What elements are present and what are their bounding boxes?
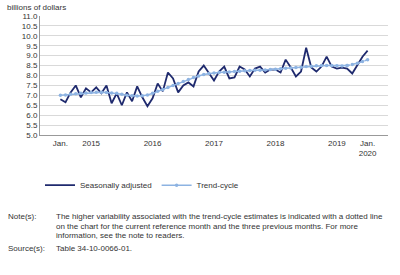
svg-text:5.0: 5.0 [26,131,38,140]
svg-text:2017: 2017 [205,139,223,148]
html-text:Source(s):: Source(s): [8,243,45,253]
svg-text:10.0: 10.0 [22,32,38,41]
svg-text:2016: 2016 [144,139,162,148]
svg-text:7.0: 7.0 [26,91,38,100]
html-text:The higher variability associa: The higher variability associated with t… [56,212,383,241]
svg-text:Trend-cycle: Trend-cycle [197,181,239,190]
svg-text:9.0: 9.0 [26,51,38,60]
html-text:Note(s):: Note(s): [8,212,37,221]
svg-text:5.5: 5.5 [26,121,38,130]
svg-text:8.5: 8.5 [26,61,38,70]
svg-text:6.0: 6.0 [26,111,38,120]
svg-text:7.5: 7.5 [26,81,38,90]
html-text:Table 34-10-0066-01.: Table 34-10-0066-01. [56,243,133,253]
svg-text:2019: 2019 [328,139,346,148]
svg-text:11.0: 11.0 [22,12,38,21]
svg-text:billions of dollars: billions of dollars [7,3,66,12]
svg-text:6.5: 6.5 [26,101,38,110]
svg-text:2018: 2018 [267,139,285,148]
svg-text:Seasonally adjusted: Seasonally adjusted [80,181,152,190]
svg-text:Jan.: Jan. [53,139,68,148]
svg-text:10.5: 10.5 [22,22,38,31]
svg-text:8.0: 8.0 [26,71,38,80]
svg-text:9.5: 9.5 [26,42,38,51]
svg-text:2015: 2015 [82,139,100,148]
svg-text:Jan.2020: Jan.2020 [359,139,377,158]
